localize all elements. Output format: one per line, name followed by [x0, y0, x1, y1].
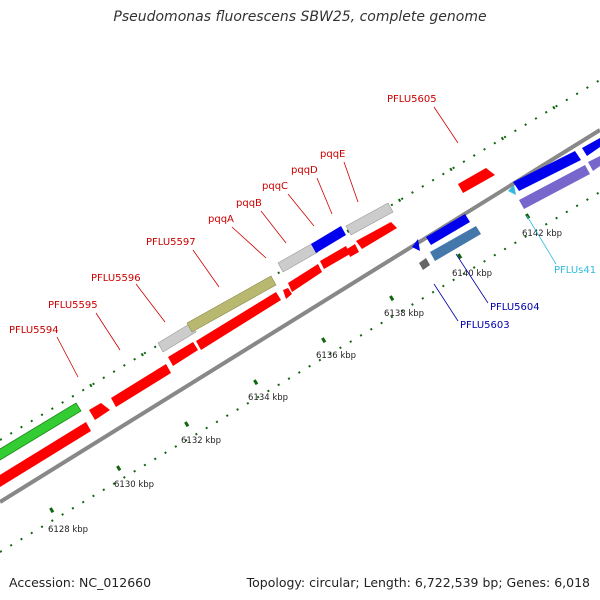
gene-arrow-pflu5605 — [458, 168, 495, 193]
gene-label-pflu5597[interactable]: PFLU5597 — [146, 237, 196, 248]
gene-arrow-pflu5594 — [89, 403, 110, 420]
gene-label-pflu5595[interactable]: PFLU5595 — [48, 300, 98, 311]
gene-label-pflu5604[interactable]: PFLU5604 — [490, 302, 540, 313]
gene-label-pflu5605[interactable]: PFLU5605 — [387, 94, 437, 105]
gene-arrow-blue-edge — [582, 138, 600, 156]
tick-6130 — [116, 465, 122, 472]
gene-arrow-purple-edge — [588, 156, 600, 171]
gene-box-pqqb — [277, 242, 319, 273]
callout-lines — [56, 106, 557, 378]
gene-label-pqqc[interactable]: pqqC — [262, 181, 288, 192]
gene-label-pflu5603[interactable]: PFLU5603 — [460, 320, 510, 331]
callout-line-pqqe — [343, 161, 359, 203]
callout-line-pflus41 — [526, 215, 557, 265]
gene-features — [0, 138, 600, 487]
gene-arrow-pqqc-blue — [311, 226, 346, 253]
callout-line-pflu5604 — [455, 253, 489, 304]
callout-line-pqqc — [287, 193, 315, 227]
gene-arrow-pflu5595 — [111, 364, 171, 407]
gene-arrow-blue-right — [513, 151, 581, 191]
gene-label-pqqa[interactable]: pqqA — [208, 214, 234, 225]
tick-6128 — [49, 507, 55, 514]
inner-ruler-dots — [0, 191, 600, 553]
gene-box-pflu5603 — [430, 226, 481, 261]
callout-line-pflu5594 — [56, 336, 79, 378]
callout-line-pflu5603 — [433, 283, 459, 322]
gene-label-pqqe[interactable]: pqqE — [320, 149, 345, 160]
gene-box-grey — [419, 258, 430, 270]
genome-backbone — [0, 128, 600, 504]
tick-6142 — [525, 213, 531, 220]
gene-arrow-pqqc — [320, 246, 350, 269]
ruler-label-6132: 6132 kbp — [181, 436, 221, 446]
gene-labels: PFLU5594 PFLU5595 PFLU5596 PFLU5597 pqqA… — [9, 94, 596, 336]
gene-arrow-small — [283, 288, 292, 299]
callout-line-pflu5595 — [95, 312, 121, 351]
inner-dotted-ruler: 6128 kbp 6130 kbp 6132 kbp 6134 kbp 6136… — [0, 191, 600, 553]
ruler-label-6142: 6142 kbp — [522, 229, 562, 239]
tick-6134 — [253, 379, 259, 386]
gene-label-pflus41[interactable]: PFLUs41 — [554, 265, 596, 276]
outer-track — [0, 138, 600, 461]
gene-arrow-pqqd — [347, 244, 359, 257]
gene-box-pflu5596 — [157, 322, 197, 353]
tick-6138 — [389, 295, 395, 302]
gene-arrow-pflu5604 — [426, 214, 470, 245]
tick-6136 — [321, 337, 327, 344]
gene-label-pqqd[interactable]: pqqD — [291, 165, 318, 176]
gene-arrow-tiny-blue — [412, 239, 420, 251]
gene-label-pflu5596[interactable]: PFLU5596 — [91, 273, 141, 284]
tick-6132 — [184, 421, 190, 428]
gene-arrow-red-long — [0, 422, 91, 487]
gene-arrow-green — [0, 402, 82, 461]
ruler-label-6128: 6128 kbp — [48, 525, 88, 535]
ruler-label-6136: 6136 kbp — [316, 351, 356, 361]
gene-arrow-purple — [519, 165, 590, 209]
gene-label-pflu5594[interactable]: PFLU5594 — [9, 325, 59, 336]
ruler-label-6130: 6130 kbp — [114, 480, 154, 490]
callout-line-pflu5605 — [433, 106, 459, 144]
callout-line-pqqa — [231, 226, 267, 259]
callout-line-pqqb — [260, 210, 287, 244]
gene-arrow-pflu5597 — [168, 342, 198, 366]
inner-track — [0, 185, 516, 487]
genome-summary-label: Topology: circular; Length: 6,722,539 bp… — [246, 575, 590, 590]
gene-box-pqqe — [345, 202, 394, 236]
map-title: Pseudomonas fluorescens SBW25, complete … — [113, 9, 487, 25]
gene-arrow-pflus41 — [508, 185, 516, 195]
ruler-label-6138: 6138 kbp — [384, 309, 424, 319]
tick-6140 — [457, 253, 463, 260]
accession-label: Accession: NC_012660 — [9, 575, 152, 590]
callout-line-pflu5596 — [135, 283, 166, 323]
callout-line-pflu5597 — [192, 249, 220, 288]
gene-arrow-pqqa — [196, 292, 281, 350]
gene-box-pflu5597 — [186, 275, 277, 333]
ruler-label-6134: 6134 kbp — [248, 393, 288, 403]
callout-line-pqqd — [316, 177, 333, 215]
gene-arrow-pqqe — [356, 222, 397, 249]
ruler-label-6140: 6140 kbp — [452, 269, 492, 279]
gene-label-pqqb[interactable]: pqqB — [236, 198, 262, 209]
gene-arrow-pqqb — [288, 264, 322, 292]
